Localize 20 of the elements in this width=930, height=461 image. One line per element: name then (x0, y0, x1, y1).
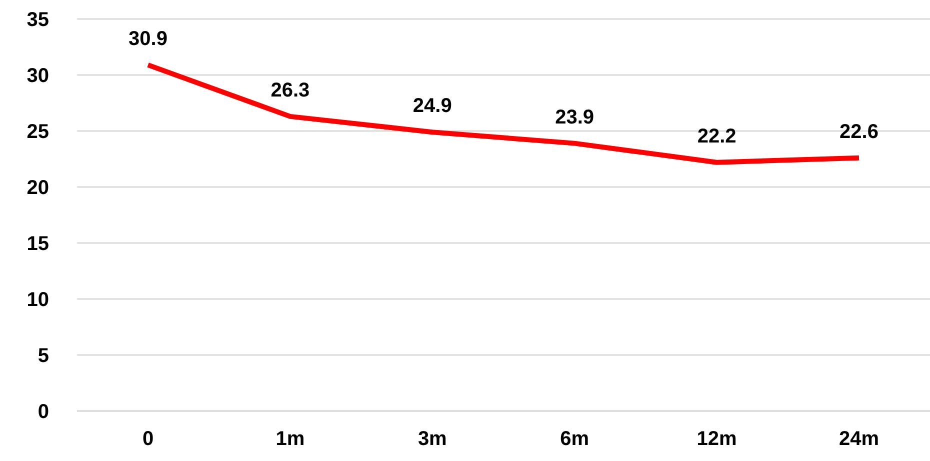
y-tick-label: 20 (26, 177, 49, 200)
data-label: 23.9 (555, 106, 594, 128)
x-tick-label: 6m (560, 428, 590, 450)
y-tick-label: 15 (26, 233, 49, 256)
x-tick-label: 1m (276, 428, 305, 450)
data-label: 30.9 (128, 28, 168, 50)
y-tick-label: 30 (26, 65, 49, 88)
x-tick-label: 3m (418, 428, 447, 450)
x-tick-label: 12m (696, 428, 737, 450)
data-label: 26.3 (270, 79, 310, 102)
data-label: 24.9 (412, 95, 452, 118)
y-tick-label: 25 (26, 121, 49, 144)
x-tick-label: 0 (142, 428, 154, 450)
y-tick-label: 0 (38, 401, 49, 424)
y-tick-label: 5 (38, 345, 49, 368)
x-tick-label: 24m (838, 428, 880, 450)
data-label: 22.2 (697, 125, 736, 148)
y-tick-label: 10 (26, 289, 49, 312)
data-label: 22.6 (840, 120, 878, 143)
y-tick-label: 35 (26, 9, 49, 32)
